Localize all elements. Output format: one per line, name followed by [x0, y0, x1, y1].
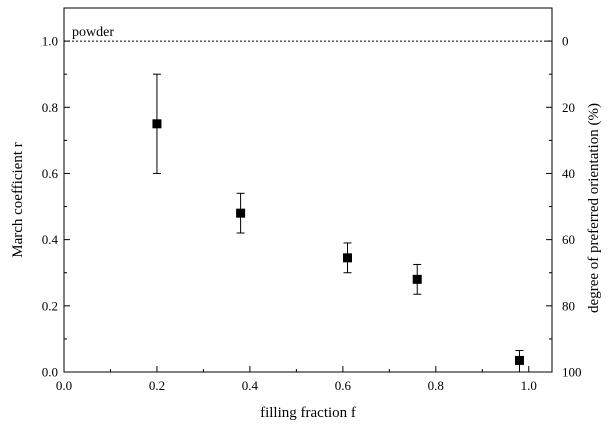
y2-axis: 0 20 40 60 80 100 — [546, 34, 582, 380]
y-tick-label: 0.4 — [42, 232, 59, 247]
x-tick-label: 0.2 — [149, 378, 165, 393]
x-tick-label: 1.0 — [521, 378, 537, 393]
plot-frame — [63, 7, 553, 373]
data-point — [343, 253, 353, 263]
y-tick-label: 1.0 — [42, 34, 58, 49]
error-bars — [152, 73, 524, 373]
reference-line-label: powder — [72, 25, 114, 40]
x-tick-label: 0.4 — [242, 378, 259, 393]
x-tick-label: 0.8 — [428, 378, 444, 393]
data-point — [412, 274, 422, 284]
y2-tick-label: 40 — [562, 166, 575, 181]
y-axis-title: March coefficient r — [10, 142, 26, 258]
x-axis: 0.0 0.2 0.4 0.6 0.8 1.0 — [56, 366, 537, 393]
data-points — [152, 119, 524, 365]
plot-area — [63, 7, 553, 373]
y2-tick-label: 80 — [562, 298, 575, 313]
x-tick-label: 0.6 — [335, 378, 352, 393]
y-tick-label: 0.2 — [42, 298, 58, 313]
y2-axis-title: degree of preferred orientation (%) — [586, 103, 602, 313]
data-point — [236, 208, 246, 218]
y2-tick-label: 60 — [562, 232, 575, 247]
y2-tick-label: 100 — [562, 365, 582, 380]
y-tick-label: 0.6 — [42, 166, 59, 181]
y-axis: 0.0 0.2 0.4 0.6 0.8 1.0 — [42, 7, 70, 380]
x-tick-label: 0.0 — [56, 378, 72, 393]
y-tick-label: 0.8 — [42, 100, 58, 115]
y2-tick-label: 20 — [562, 100, 575, 115]
data-point — [152, 119, 162, 129]
data-point — [514, 355, 524, 365]
y2-tick-label: 0 — [562, 34, 569, 49]
y-tick-label: 0.0 — [42, 365, 58, 380]
x-axis-title: filling fraction f — [260, 405, 356, 421]
